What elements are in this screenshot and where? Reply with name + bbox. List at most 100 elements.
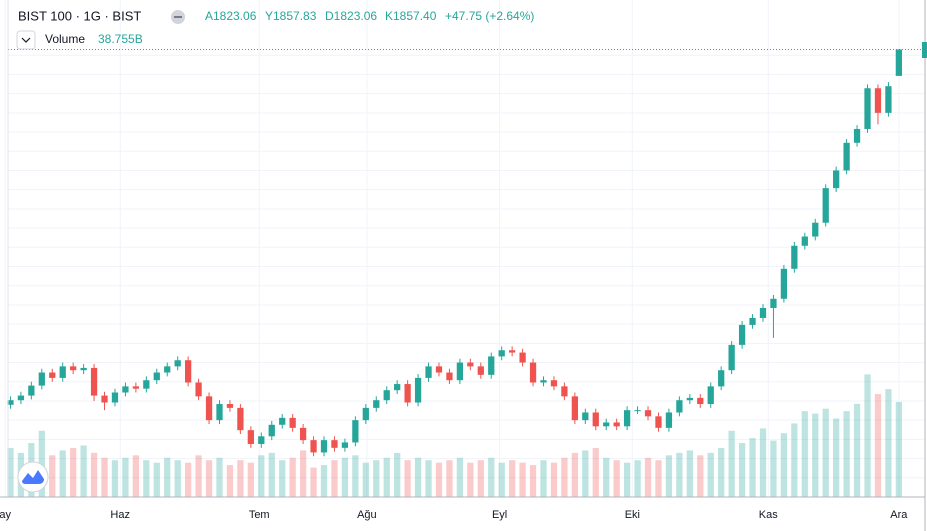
candle-body [28, 385, 35, 396]
x-axis-labels: ay Haz Tem Ağu Eyl Eki Kas Ara [0, 509, 908, 521]
volume-bar [697, 455, 704, 497]
close-label: K1857.40 [385, 9, 437, 23]
volume-bar [258, 455, 265, 497]
candle-body [320, 440, 328, 453]
x-tick-label: Tem [249, 509, 270, 521]
volume-bar [414, 457, 422, 497]
volume-bar [320, 465, 328, 497]
candle-body [676, 400, 683, 413]
volume-bar [59, 450, 66, 497]
high-label: Y1857.83 [265, 9, 317, 23]
volume-bar [749, 438, 756, 497]
volume-bar [603, 457, 610, 497]
volume-bar [404, 460, 411, 497]
volume-bar [132, 455, 140, 497]
candle-body [738, 324, 746, 345]
volume-bar [216, 457, 223, 497]
candle-body [582, 412, 589, 421]
x-tick-label: Kas [759, 509, 778, 521]
candle-body [759, 307, 767, 318]
candle-body [791, 245, 798, 269]
volume-bar [519, 462, 526, 497]
open-label: A1823.06 [205, 9, 257, 23]
x-tick-label: Ağu [357, 509, 377, 521]
candle-body [80, 367, 87, 371]
candle-body [592, 412, 599, 427]
candle-body [833, 170, 840, 189]
candle-body [394, 384, 401, 391]
candle-body [153, 372, 160, 381]
candle-body [258, 436, 265, 444]
volume-bar [759, 428, 767, 497]
change-label: +47.75 (+2.64%) [445, 9, 534, 23]
candle-body [498, 350, 505, 357]
candle-body [613, 422, 620, 427]
volume-bar [833, 418, 840, 497]
candle-body [456, 362, 464, 381]
volume-bar [205, 460, 213, 497]
volume-bar [801, 411, 808, 497]
candle-body [331, 440, 338, 448]
volume-bar [676, 452, 683, 497]
volume-bar [529, 465, 537, 497]
candle-body [874, 88, 882, 113]
volume-bar [226, 465, 234, 497]
x-tick-label: Ara [890, 509, 908, 521]
candle-body [362, 407, 369, 421]
volume-bar [70, 447, 77, 497]
candle-body [561, 386, 568, 397]
volume-bar [477, 460, 484, 497]
volume-bar [686, 450, 693, 497]
volume-bar [644, 457, 652, 497]
candle-body [822, 188, 829, 223]
volume-bar [770, 440, 777, 497]
candle-body [279, 417, 286, 425]
volume-bar [895, 401, 903, 497]
volume-bar [582, 450, 589, 497]
candle-body [425, 366, 432, 378]
candle-body [477, 366, 484, 375]
volume-bar [843, 411, 850, 497]
volume-bar [864, 374, 871, 497]
candle-body [801, 236, 808, 246]
candle-body [268, 424, 275, 437]
candle-body [509, 350, 516, 353]
candle-body [216, 404, 223, 421]
volume-bar [49, 455, 56, 497]
logo-button[interactable] [17, 461, 49, 493]
candle-body [634, 410, 641, 412]
volume-bar [780, 433, 788, 497]
candle-body [519, 352, 526, 363]
volume-bar [341, 457, 349, 497]
x-tick-label: Eyl [492, 509, 507, 521]
candle-body [571, 396, 578, 421]
x-tick-label: Eki [625, 509, 640, 521]
candle-body [603, 422, 610, 427]
candle-body [132, 386, 140, 389]
candle-body [195, 382, 202, 397]
candle-body [70, 366, 77, 371]
volume-bar [143, 460, 150, 497]
volume-bar [665, 455, 673, 497]
candle-body [373, 400, 380, 408]
volume-bar [498, 462, 505, 497]
volume-bar [791, 423, 798, 497]
candle-body [467, 362, 474, 367]
volume-bar [373, 460, 380, 497]
candle-body [299, 427, 307, 441]
candle-body [352, 420, 359, 443]
candle-body [853, 128, 861, 143]
volume-bar [812, 413, 819, 497]
volume-bar [7, 447, 14, 497]
volume-bar [592, 447, 599, 497]
hide-icon [174, 16, 182, 18]
volume-bar [101, 457, 108, 497]
volume-bar [718, 447, 725, 497]
candle-body [843, 142, 850, 171]
candle-body [404, 384, 411, 403]
volume-bar [571, 452, 578, 497]
volume-bar [446, 460, 453, 497]
candle-body [164, 366, 171, 373]
collapse-button[interactable] [16, 30, 36, 50]
